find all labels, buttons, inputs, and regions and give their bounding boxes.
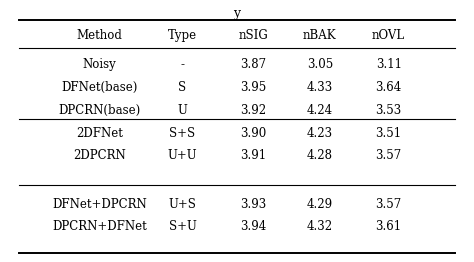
Text: 3.57: 3.57 — [375, 198, 402, 211]
Text: nOVL: nOVL — [372, 29, 405, 42]
Text: nBAK: nBAK — [303, 29, 337, 42]
Text: 4.29: 4.29 — [307, 198, 333, 211]
Text: 3.05: 3.05 — [307, 58, 333, 71]
Text: U+U: U+U — [168, 149, 197, 162]
Text: 4.28: 4.28 — [307, 149, 333, 162]
Text: 2DPCRN: 2DPCRN — [73, 149, 126, 162]
Text: DPCRN(base): DPCRN(base) — [58, 103, 141, 117]
Text: 3.64: 3.64 — [375, 81, 402, 94]
Text: -: - — [181, 58, 184, 71]
Text: 3.57: 3.57 — [375, 149, 402, 162]
Text: 4.24: 4.24 — [307, 103, 333, 117]
Text: 2DFNet: 2DFNet — [76, 127, 123, 140]
Text: 4.32: 4.32 — [307, 220, 333, 233]
Text: 3.92: 3.92 — [240, 103, 267, 117]
Text: 3.94: 3.94 — [240, 220, 267, 233]
Text: 3.11: 3.11 — [376, 58, 401, 71]
Text: S+U: S+U — [169, 220, 196, 233]
Text: Noisy: Noisy — [82, 58, 117, 71]
Text: Method: Method — [77, 29, 122, 42]
Text: 3.93: 3.93 — [240, 198, 267, 211]
Text: 4.33: 4.33 — [307, 81, 333, 94]
Text: y: y — [233, 7, 241, 20]
Text: 3.91: 3.91 — [240, 149, 267, 162]
Text: U+S: U+S — [169, 198, 196, 211]
Text: 3.90: 3.90 — [240, 127, 267, 140]
Text: S+S: S+S — [169, 127, 196, 140]
Text: 3.53: 3.53 — [375, 103, 402, 117]
Text: 3.87: 3.87 — [240, 58, 267, 71]
Text: 3.95: 3.95 — [240, 81, 267, 94]
Text: 4.23: 4.23 — [307, 127, 333, 140]
Text: Type: Type — [168, 29, 197, 42]
Text: U: U — [178, 103, 187, 117]
Text: S: S — [178, 81, 187, 94]
Text: 3.61: 3.61 — [375, 220, 402, 233]
Text: 3.51: 3.51 — [375, 127, 402, 140]
Text: nSIG: nSIG — [239, 29, 268, 42]
Text: DPCRN+DFNet: DPCRN+DFNet — [52, 220, 147, 233]
Text: DFNet(base): DFNet(base) — [61, 81, 138, 94]
Text: DFNet+DPCRN: DFNet+DPCRN — [52, 198, 147, 211]
